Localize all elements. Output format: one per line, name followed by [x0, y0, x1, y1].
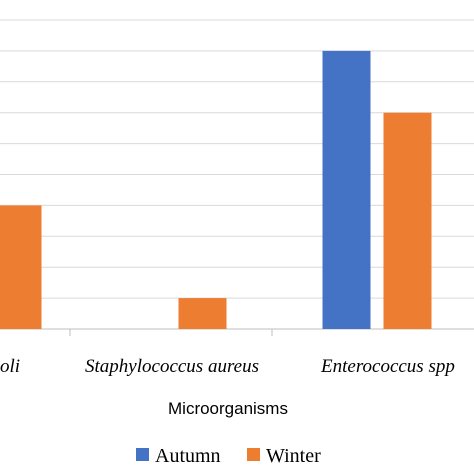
category-label-0: oli	[0, 356, 20, 377]
category-label-1: Staphylococcus aureus	[85, 356, 259, 377]
legend-label-autumn: Autumn	[155, 445, 221, 467]
bars	[0, 50, 432, 330]
legend-swatch-autumn	[136, 448, 149, 461]
legend-label-winter: Winter	[266, 445, 321, 467]
bar-winter-1	[178, 298, 227, 329]
bar-winter-2	[383, 112, 432, 329]
x-axis-title: Microorganisms	[168, 399, 288, 418]
gridlines	[0, 19, 474, 330]
category-labels: oli Staphylococcus aureus Enterococcus spp	[0, 356, 455, 377]
bar-autumn-2	[322, 50, 371, 330]
legend-swatch-winter	[247, 448, 260, 461]
category-label-2: Enterococcus spp	[320, 356, 455, 377]
legend: Autumn Winter	[136, 445, 321, 467]
bar-winter-0	[0, 205, 42, 329]
category-ticks	[69, 329, 273, 336]
